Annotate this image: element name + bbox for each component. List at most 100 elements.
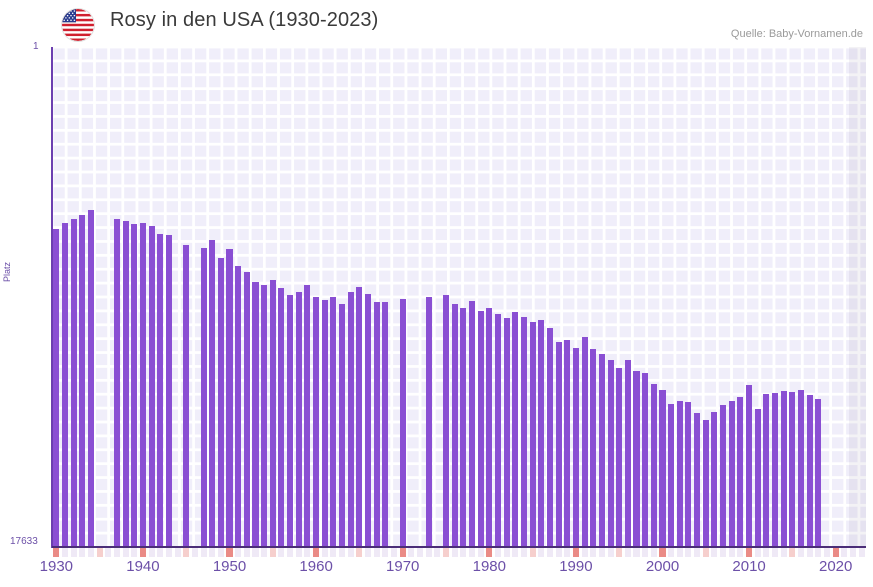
bar-1938[interactable] [122, 221, 129, 547]
bar-1984[interactable] [520, 316, 527, 547]
bar-1966[interactable] [365, 294, 372, 547]
bar-1932[interactable] [70, 218, 77, 547]
bar-2015[interactable] [789, 392, 796, 547]
bar-1970[interactable] [399, 298, 406, 547]
x-tick-1975 [442, 548, 450, 557]
bar-1963[interactable] [339, 303, 346, 547]
bar-1967[interactable] [373, 302, 380, 547]
bar-2010[interactable] [746, 384, 753, 547]
bar-2008[interactable] [728, 400, 735, 547]
bar-1940[interactable] [139, 223, 146, 547]
bar-2018[interactable] [815, 399, 822, 547]
bar-2014[interactable] [780, 390, 787, 547]
bar-1960[interactable] [313, 297, 320, 547]
bar-1990[interactable] [572, 348, 579, 547]
y-axis-title: Platz [2, 261, 12, 282]
bar-1976[interactable] [451, 304, 458, 547]
bar-1994[interactable] [607, 360, 614, 547]
bar-1941[interactable] [148, 225, 155, 547]
bar-1956[interactable] [278, 288, 285, 547]
bar-1943[interactable] [165, 235, 172, 547]
bar-1992[interactable] [590, 349, 597, 547]
bar-1959[interactable] [304, 284, 311, 547]
bar-1997[interactable] [633, 370, 640, 547]
bar-1951[interactable] [235, 265, 242, 547]
x-tick-2003 [685, 548, 692, 557]
bar-1953[interactable] [252, 281, 259, 547]
bar-1983[interactable] [512, 311, 519, 547]
bar-2005[interactable] [702, 419, 709, 547]
x-tick-1991 [581, 548, 588, 557]
x-tick-2002 [676, 548, 683, 557]
bar-1987[interactable] [546, 327, 553, 547]
bar-1947[interactable] [200, 247, 207, 547]
x-tick-2022 [849, 548, 857, 557]
bar-1934[interactable] [87, 209, 94, 547]
bar-2009[interactable] [737, 396, 744, 547]
bar-2006[interactable] [711, 411, 718, 547]
bar-1981[interactable] [494, 313, 501, 547]
bar-1955[interactable] [269, 280, 276, 547]
bar-2011[interactable] [754, 408, 761, 547]
x-axis-label-2010: 2010 [732, 558, 766, 575]
x-tick-2010 [746, 548, 753, 557]
bar-2000[interactable] [659, 389, 666, 547]
bar-1961[interactable] [321, 299, 328, 547]
bar-1985[interactable] [529, 322, 536, 547]
plot-area [52, 47, 866, 547]
bar-1952[interactable] [243, 271, 250, 547]
x-tick-1970 [399, 548, 406, 557]
x-tick-1964 [347, 548, 354, 557]
bar-1978[interactable] [468, 301, 475, 547]
bar-1931[interactable] [61, 223, 68, 547]
bar-1995[interactable] [616, 368, 623, 547]
bar-1980[interactable] [486, 308, 493, 547]
bar-2003[interactable] [685, 401, 692, 547]
bar-1988[interactable] [555, 341, 562, 547]
bar-1945[interactable] [183, 245, 190, 547]
bar-2004[interactable] [694, 412, 701, 547]
bar-1962[interactable] [330, 297, 337, 547]
x-tick-1994 [607, 548, 614, 557]
bar-1999[interactable] [650, 383, 657, 547]
bar-1965[interactable] [356, 287, 363, 547]
bar-1937[interactable] [113, 218, 120, 547]
x-tick-1963 [339, 548, 346, 557]
bar-1950[interactable] [226, 249, 233, 547]
bar-1958[interactable] [295, 291, 302, 547]
bar-1948[interactable] [209, 239, 216, 547]
bar-1939[interactable] [131, 224, 138, 547]
x-tick-1967 [373, 548, 380, 557]
bar-1975[interactable] [442, 294, 450, 547]
bar-1986[interactable] [538, 320, 545, 547]
bar-2007[interactable] [720, 405, 727, 547]
bar-1957[interactable] [287, 295, 294, 547]
bar-1964[interactable] [347, 292, 354, 547]
bar-2013[interactable] [772, 392, 779, 547]
bar-2016[interactable] [798, 390, 805, 547]
bar-2012[interactable] [763, 394, 770, 547]
bar-1930[interactable] [53, 229, 60, 547]
bar-1989[interactable] [564, 340, 571, 547]
bar-1996[interactable] [624, 359, 631, 547]
bar-1982[interactable] [503, 318, 510, 547]
bar-1991[interactable] [581, 337, 588, 547]
bar-1942[interactable] [157, 233, 164, 547]
bar-1979[interactable] [477, 311, 484, 547]
bar-1968[interactable] [382, 301, 389, 547]
x-tick-1930 [53, 548, 60, 557]
bar-1998[interactable] [642, 372, 649, 547]
x-tick-1958 [295, 548, 302, 557]
bar-2017[interactable] [806, 394, 813, 547]
x-tick-1961 [321, 548, 328, 557]
bar-2002[interactable] [676, 400, 683, 547]
bar-1973[interactable] [425, 297, 432, 547]
x-tick-2011 [754, 548, 761, 557]
bar-1933[interactable] [79, 215, 86, 547]
bar-1954[interactable] [261, 285, 268, 547]
bar-2001[interactable] [668, 404, 675, 547]
bar-1977[interactable] [460, 307, 467, 547]
bar-1993[interactable] [598, 354, 605, 547]
bar-1949[interactable] [217, 257, 224, 547]
x-tick-1940 [139, 548, 146, 557]
